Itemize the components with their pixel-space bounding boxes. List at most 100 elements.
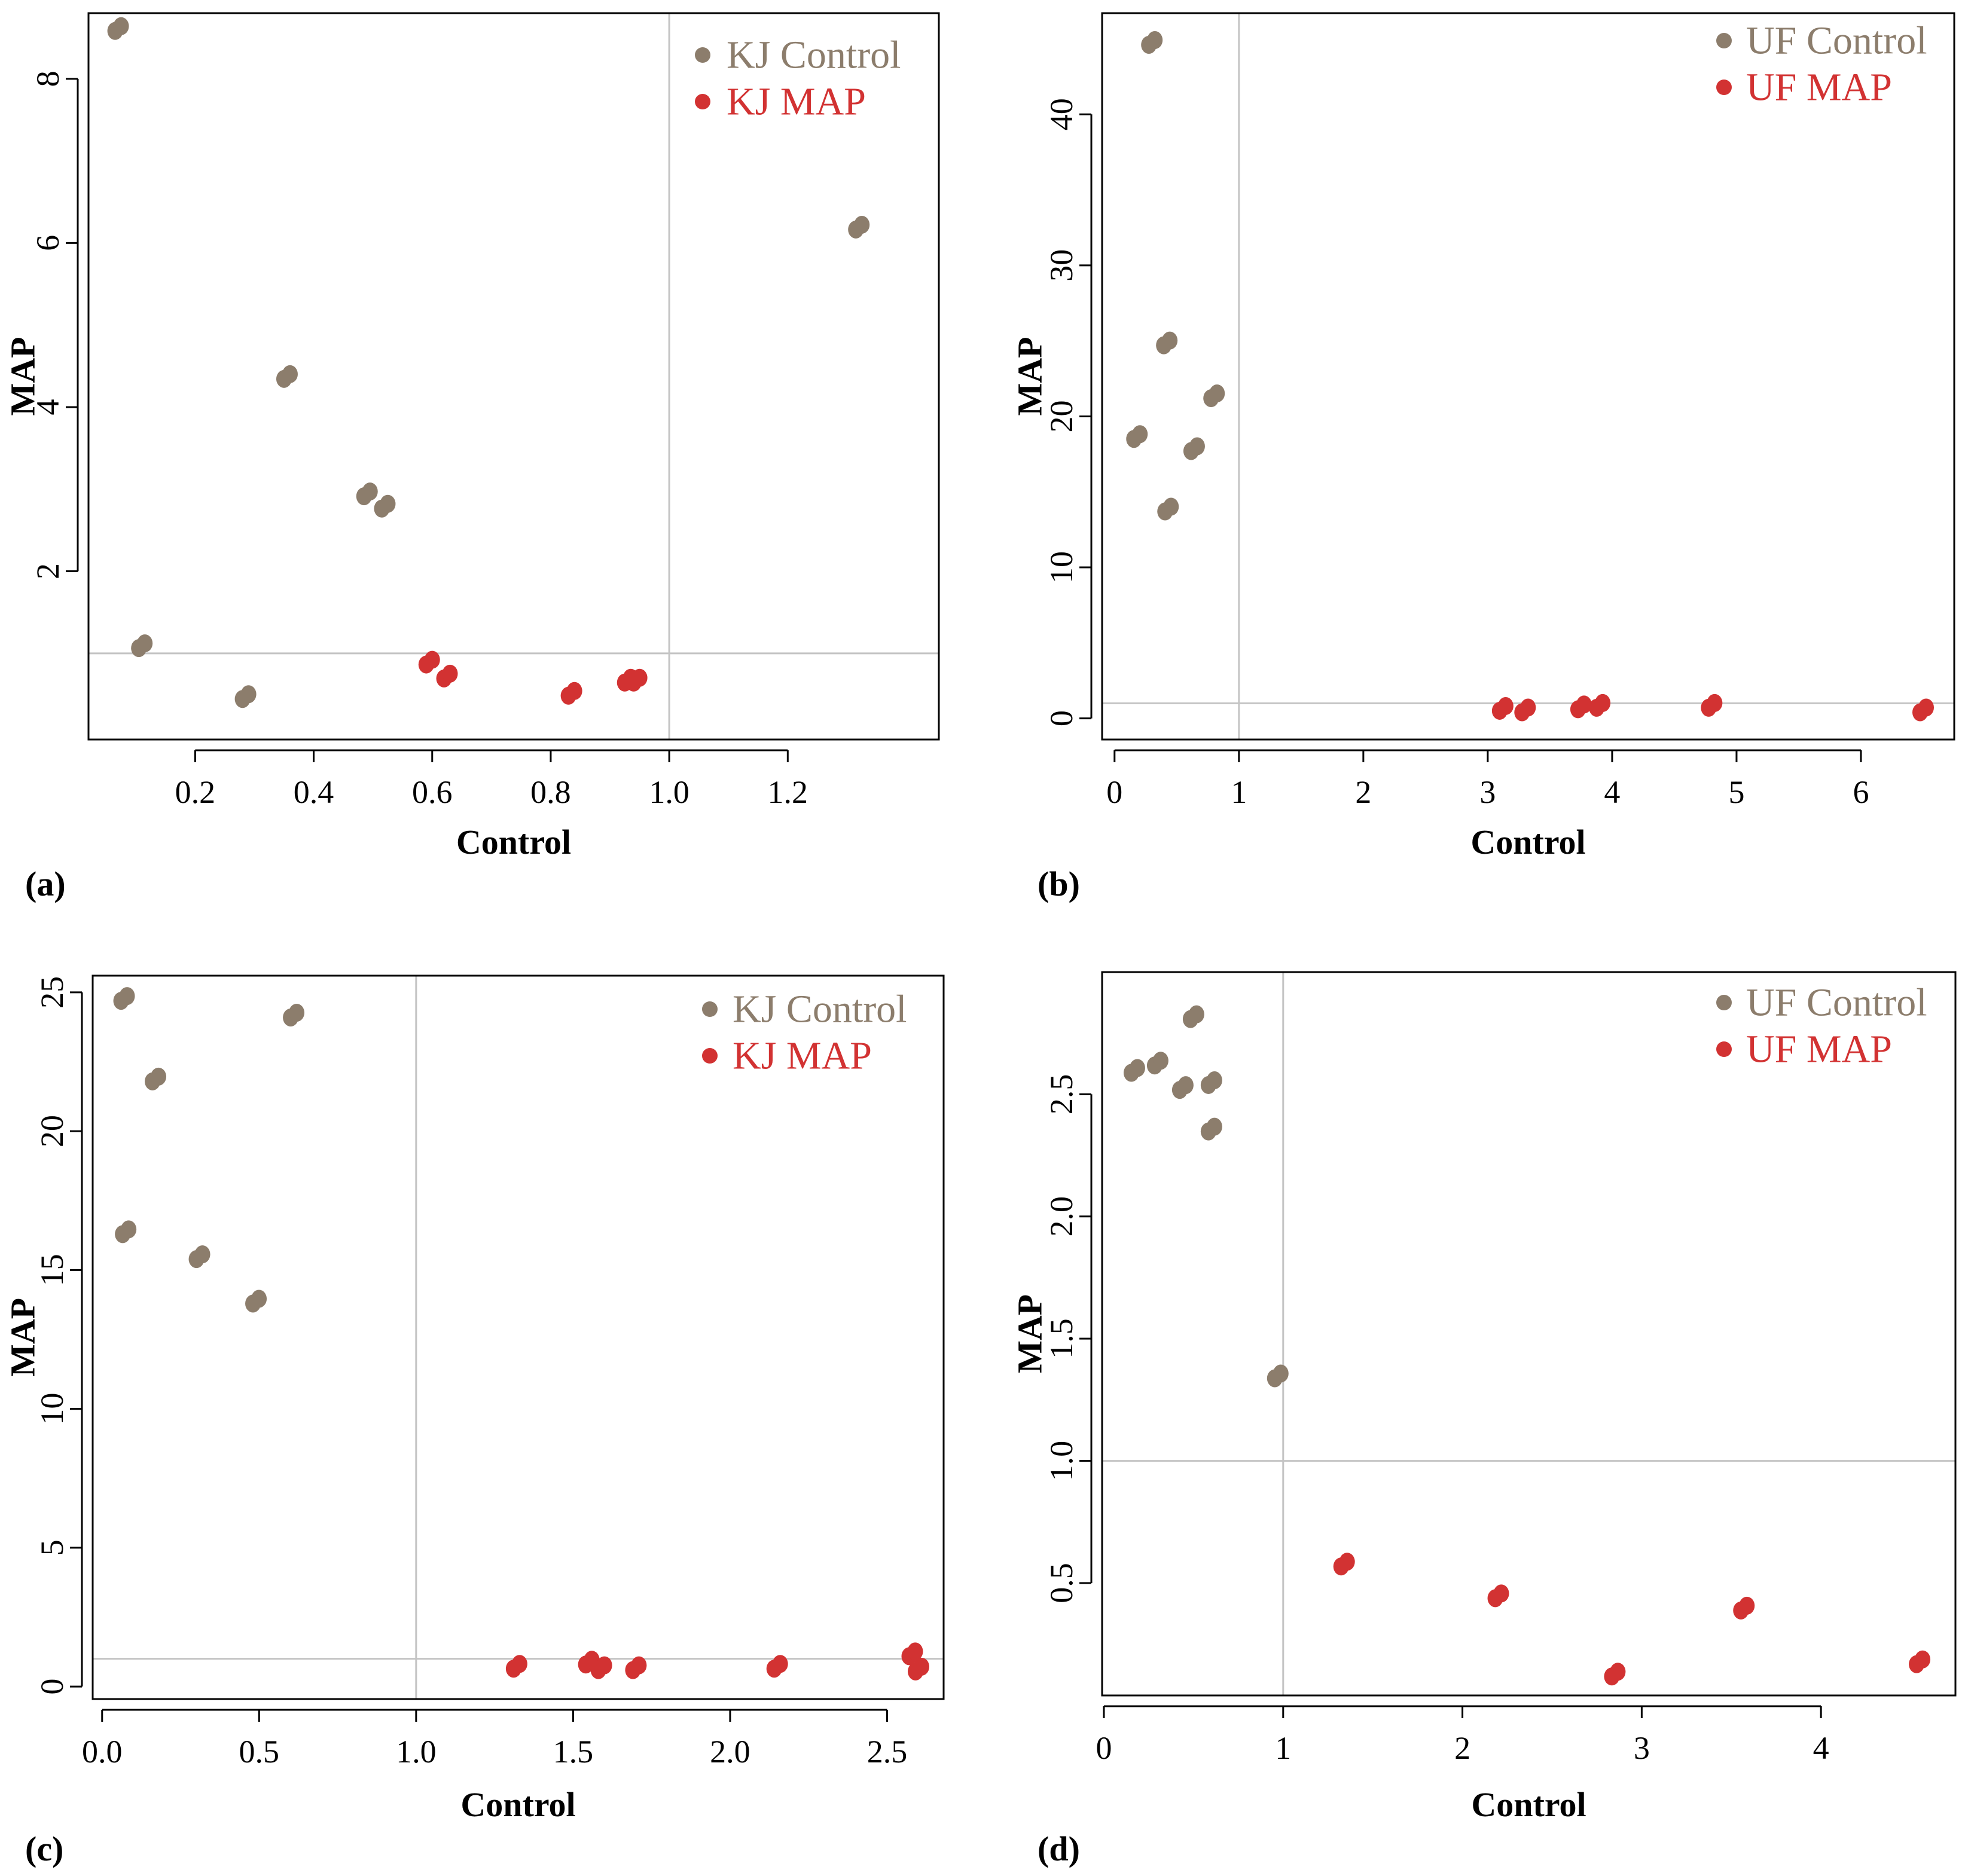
panel-label: (a)	[25, 864, 66, 903]
x-tick-label: 6	[1853, 774, 1869, 810]
x-tick-label: 3	[1479, 774, 1496, 810]
data-point	[1918, 698, 1934, 717]
data-point	[289, 1004, 305, 1022]
data-point	[1915, 1650, 1931, 1669]
x-tick-label: 2.5	[867, 1734, 908, 1770]
x-tick-label: 1	[1231, 774, 1247, 810]
x-tick-label: 0	[1096, 1730, 1112, 1766]
y-tick-label: 0.5	[1043, 1563, 1079, 1603]
data-point	[1206, 1071, 1222, 1089]
x-tick-label: 2.0	[710, 1734, 750, 1770]
legend-label: UF Control	[1746, 981, 1927, 1025]
plot-frame	[87, 12, 940, 741]
x-tick-label: 2	[1454, 1730, 1470, 1766]
legend-label: UF MAP	[1746, 66, 1892, 109]
y-tick-label: 40	[1043, 98, 1079, 130]
data-point	[772, 1655, 788, 1673]
x-tick-label: 4	[1813, 1730, 1829, 1766]
legend-marker	[695, 47, 710, 63]
y-axis-title: MAP	[4, 1298, 42, 1377]
data-point	[380, 494, 396, 513]
x-tick-label: 0.5	[239, 1734, 280, 1770]
legend-marker	[1716, 80, 1732, 95]
y-tick-label: 5	[34, 1539, 70, 1556]
y-tick-label: 6	[30, 235, 66, 251]
data-point	[1206, 1117, 1222, 1136]
y-tick-label: 10	[34, 1393, 70, 1425]
data-point	[251, 1290, 267, 1308]
plot-frame	[91, 974, 945, 1700]
data-point	[1132, 425, 1148, 444]
x-tick-label: 1.2	[768, 774, 808, 810]
panel-label: (d)	[1038, 1829, 1080, 1868]
x-tick-label: 0	[1106, 774, 1122, 810]
y-tick-label: 0	[34, 1679, 70, 1695]
legend-label: KJ MAP	[727, 80, 866, 124]
y-tick-label: 8	[30, 71, 66, 87]
x-tick-label: 5	[1728, 774, 1744, 810]
data-point	[907, 1642, 923, 1661]
plot-frame	[1101, 971, 1957, 1697]
x-tick-label: 3	[1634, 1730, 1650, 1766]
data-point	[1707, 693, 1723, 712]
legend-label: KJ MAP	[733, 1034, 872, 1078]
x-tick-label: 0.2	[175, 774, 216, 810]
x-axis-title: Control	[1470, 823, 1585, 861]
x-tick-label: 1.5	[553, 1734, 594, 1770]
y-axis-title: MAP	[1011, 337, 1049, 415]
legend-marker	[695, 94, 710, 109]
data-point	[1162, 331, 1178, 350]
y-tick-label: 30	[1043, 249, 1079, 282]
x-tick-label: 0.8	[530, 774, 571, 810]
y-tick-label: 25	[34, 976, 70, 1009]
data-point	[1152, 1052, 1168, 1070]
y-tick-label: 10	[1043, 551, 1079, 583]
x-tick-label: 1.0	[396, 1734, 437, 1770]
x-tick-label: 0.6	[412, 774, 453, 810]
data-point	[282, 365, 298, 383]
data-point	[1163, 497, 1179, 516]
data-point	[1497, 696, 1514, 715]
data-point	[631, 1656, 647, 1675]
data-point	[240, 685, 257, 704]
data-point	[121, 1220, 137, 1239]
legend-label: UF Control	[1746, 19, 1927, 63]
legend-marker	[702, 1001, 718, 1017]
panel-label: (b)	[1038, 864, 1080, 903]
legend-label: KJ Control	[727, 33, 901, 77]
data-point	[566, 682, 582, 700]
x-tick-label: 2	[1355, 774, 1371, 810]
y-tick-label: 20	[1043, 400, 1079, 432]
data-point	[137, 634, 153, 653]
data-point	[1493, 1584, 1509, 1603]
legend-marker	[1716, 995, 1732, 1010]
x-tick-label: 0.0	[82, 1734, 123, 1770]
data-point	[913, 1657, 929, 1676]
legend-marker	[702, 1048, 718, 1064]
data-point	[1739, 1596, 1755, 1615]
data-point	[151, 1067, 167, 1086]
panel-label: (c)	[25, 1829, 63, 1868]
data-point	[1520, 698, 1536, 717]
x-tick-label: 4	[1604, 774, 1620, 810]
data-point	[1177, 1076, 1194, 1095]
data-point	[1189, 437, 1205, 456]
legend-label: UF MAP	[1746, 1028, 1892, 1071]
y-tick-label: 2.0	[1043, 1196, 1079, 1236]
x-axis-title: Control	[456, 823, 571, 861]
data-point	[1188, 1005, 1204, 1023]
y-tick-label: 2.5	[1043, 1074, 1079, 1115]
data-point	[596, 1656, 612, 1675]
data-point	[1273, 1364, 1289, 1383]
data-point	[442, 664, 458, 683]
y-tick-label: 0	[1043, 710, 1079, 726]
data-point	[1339, 1553, 1355, 1571]
x-tick-label: 1	[1275, 1730, 1291, 1766]
plot-frame	[1101, 12, 1955, 741]
legend-marker	[1716, 33, 1732, 48]
data-point	[854, 215, 870, 234]
data-point	[511, 1655, 527, 1673]
data-point	[424, 650, 440, 669]
